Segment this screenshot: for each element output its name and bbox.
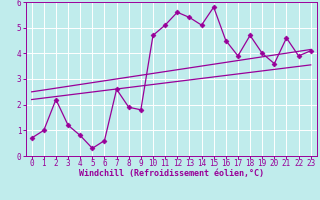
X-axis label: Windchill (Refroidissement éolien,°C): Windchill (Refroidissement éolien,°C) <box>79 169 264 178</box>
